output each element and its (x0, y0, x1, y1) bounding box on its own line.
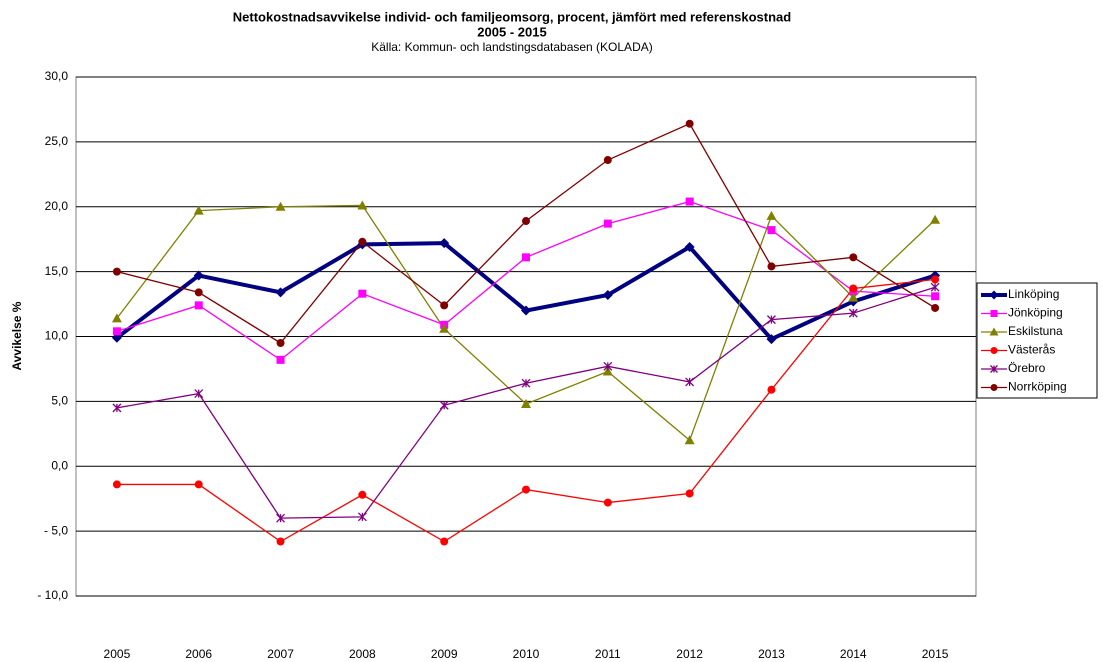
marker (685, 489, 694, 498)
y-tick-label: 10,0 (45, 329, 69, 343)
marker (276, 513, 286, 523)
marker (194, 389, 204, 399)
legend-marker (990, 310, 998, 317)
marker (603, 156, 612, 165)
legend-marker (990, 347, 998, 354)
marker (275, 201, 286, 211)
y-axis-label: Avvikelse % (10, 301, 24, 370)
y-tick-label: - 10,0 (37, 588, 68, 602)
marker (112, 327, 121, 336)
marker (276, 537, 285, 546)
chart-subtitle: Källa: Kommun- och landstingsdatabasen (… (371, 40, 652, 54)
legend-label: Eskilstuna (1008, 324, 1063, 338)
marker (767, 385, 776, 394)
marker (931, 275, 940, 284)
marker (684, 435, 695, 445)
marker (439, 238, 450, 249)
marker (358, 490, 367, 499)
marker (849, 253, 858, 262)
marker (602, 366, 613, 376)
marker (358, 237, 367, 246)
y-tick-label: 30,0 (45, 69, 69, 83)
x-tick-label: 2013 (758, 647, 785, 661)
x-tick-label: 2015 (922, 647, 949, 661)
marker (194, 301, 203, 310)
marker (930, 214, 941, 224)
x-tick-label: 2007 (267, 647, 294, 661)
marker (931, 292, 940, 301)
y-tick-label: 15,0 (45, 264, 69, 278)
legend-marker (990, 365, 998, 373)
y-tick-label: 5,0 (51, 394, 68, 408)
marker (684, 241, 695, 252)
x-tick-label: 2011 (595, 647, 621, 661)
marker (849, 284, 858, 293)
marker (522, 217, 530, 226)
x-tick-label: 2010 (513, 647, 540, 661)
chart-title: Nettokostnadsavvikelse individ- och fami… (233, 9, 791, 24)
marker (439, 400, 449, 410)
marker (275, 287, 286, 298)
legend-marker (989, 290, 999, 300)
marker (194, 288, 203, 297)
marker (767, 262, 776, 271)
marker (112, 480, 121, 489)
y-tick-label: 20,0 (45, 199, 69, 213)
marker (440, 301, 449, 310)
marker (521, 305, 531, 316)
marker (193, 270, 204, 281)
marker (439, 323, 450, 333)
marker (602, 289, 613, 300)
marker (276, 338, 285, 347)
legend-box (976, 282, 1098, 399)
marker (930, 282, 940, 292)
marker (193, 205, 204, 215)
legend-label: Örebro (1008, 361, 1046, 375)
marker (357, 512, 367, 522)
x-tick-label: 2006 (185, 647, 212, 661)
marker (848, 308, 858, 318)
x-tick-label: 2009 (431, 647, 458, 661)
marker (522, 485, 530, 494)
marker (112, 403, 122, 413)
x-tick-label: 2012 (676, 647, 703, 661)
chart-title: 2005 - 2015 (477, 24, 546, 39)
marker (440, 537, 449, 546)
marker (766, 334, 777, 345)
marker (111, 313, 122, 323)
marker (685, 197, 694, 206)
marker (767, 226, 776, 235)
marker (766, 210, 777, 220)
marker (685, 119, 694, 128)
marker (112, 267, 121, 276)
marker (931, 303, 940, 312)
marker (521, 398, 531, 408)
marker (357, 200, 368, 210)
legend-marker (990, 384, 998, 391)
legend-label: Jönköping (1008, 306, 1063, 320)
x-tick-label: 2005 (104, 647, 131, 661)
marker (521, 378, 531, 388)
marker (766, 315, 776, 325)
marker (848, 292, 859, 302)
legend-label: Västerås (1008, 343, 1055, 357)
x-tick-label: 2008 (349, 647, 376, 661)
y-tick-label: 0,0 (51, 458, 68, 472)
marker (685, 377, 695, 387)
x-tick-label: 2014 (840, 647, 867, 661)
marker (603, 498, 612, 507)
marker (603, 219, 612, 228)
legend-marker (989, 327, 999, 336)
marker (522, 253, 530, 262)
legend-label: Norrköping (1008, 380, 1067, 394)
marker (603, 361, 613, 371)
marker (194, 480, 203, 489)
marker (358, 289, 367, 298)
y-tick-label: - 5,0 (44, 523, 68, 537)
legend-label: Linköping (1008, 287, 1059, 301)
y-tick-label: 25,0 (45, 134, 69, 148)
marker (276, 355, 285, 364)
